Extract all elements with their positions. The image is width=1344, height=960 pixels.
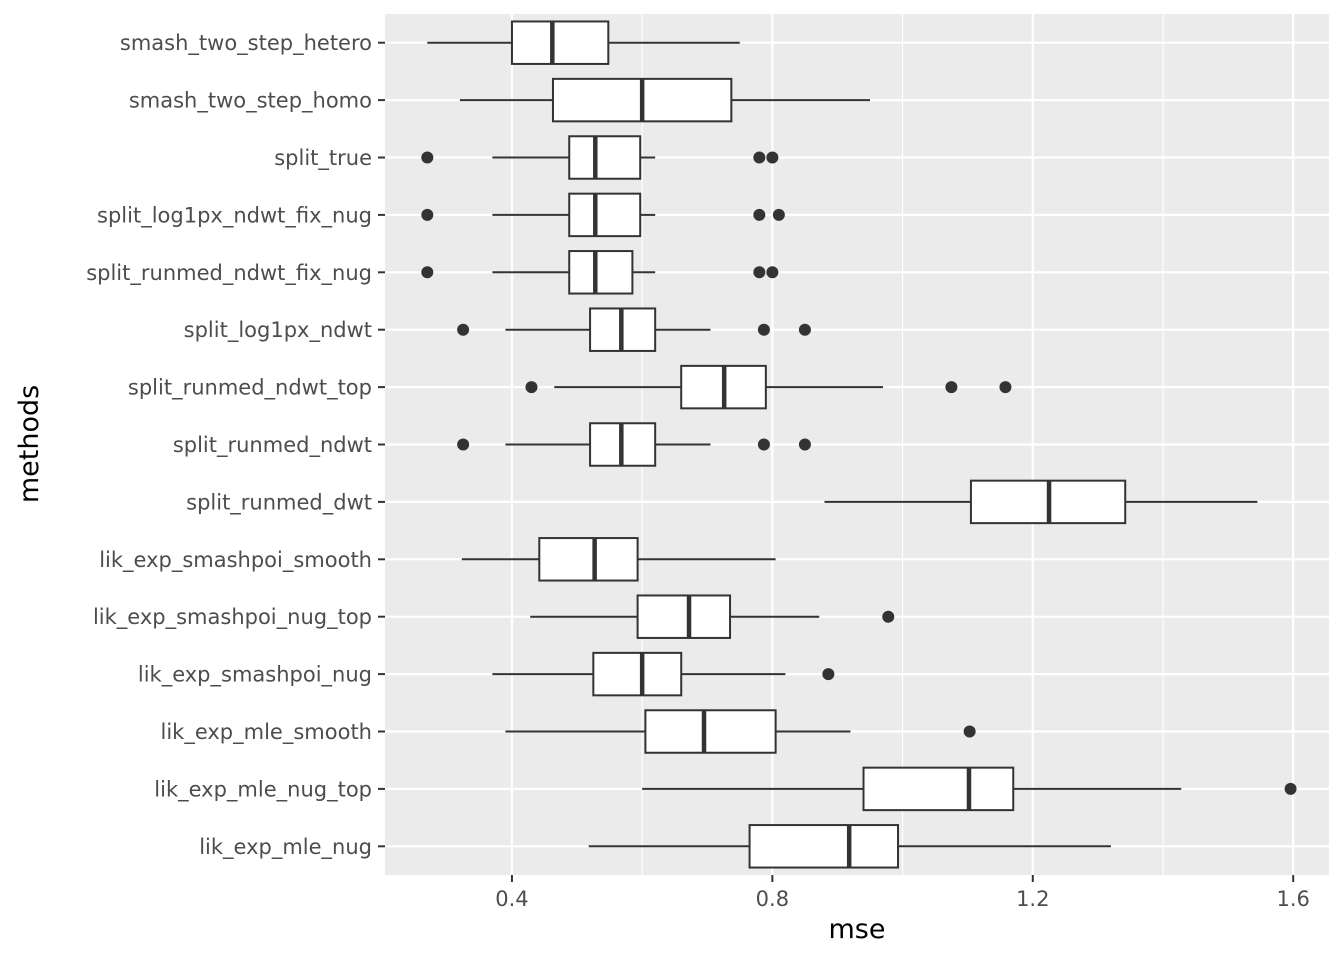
outlier-point: [1284, 782, 1297, 795]
box-iqr: [568, 250, 634, 295]
outlier-point: [766, 151, 779, 164]
x-tick-label: 1.6: [1276, 887, 1309, 911]
outlier-point: [753, 208, 766, 221]
outlier-point: [882, 610, 895, 623]
box-split_runmed_ndwt_fix_nug: [421, 250, 779, 295]
box-iqr: [592, 651, 683, 697]
outlier-point: [963, 725, 976, 738]
outlier-point: [421, 208, 434, 221]
box-smash_two_step_homo: [459, 77, 871, 123]
y-tick-label: lik_exp_smashpoi_smooth: [99, 548, 372, 573]
y-tick-label: lik_exp_mle_smooth: [161, 720, 373, 745]
y-tick-label: split_log1px_ndwt: [184, 318, 372, 343]
y-tick-label: smash_two_step_hetero: [120, 31, 372, 56]
box-iqr: [862, 766, 1015, 812]
box-smash_two_step_hetero: [427, 20, 740, 65]
y-tick-label: split_runmed_ndwt_fix_nug: [86, 261, 372, 286]
box-split_runmed_ndwt_top: [525, 364, 1012, 410]
box-split_true: [421, 135, 779, 180]
y-axis: smash_two_step_hetero smash_two_step_homo…: [86, 31, 385, 860]
y-tick-label: smash_two_step_homo: [129, 89, 372, 114]
box-split_runmed_ndwt: [457, 422, 811, 467]
outlier-point: [753, 266, 766, 279]
outlier-point: [757, 438, 770, 451]
y-tick-label: split_true: [274, 146, 372, 171]
box-split_runmed_dwt: [824, 479, 1258, 525]
x-axis-title: mse: [829, 914, 886, 945]
box-split_log1px_ndwt_fix_nug: [421, 192, 785, 238]
y-tick-label: split_runmed_ndwt_top: [128, 376, 372, 401]
y-axis-title: methods: [14, 385, 45, 503]
outlier-point: [822, 668, 835, 681]
outlier-point: [945, 381, 958, 394]
box-iqr: [636, 594, 732, 639]
y-tick-label: split_runmed_ndwt: [173, 433, 372, 458]
box-iqr: [748, 824, 900, 869]
outlier-point: [757, 323, 770, 336]
box-iqr: [510, 20, 610, 65]
box-lik_exp_smashpoi_nug: [492, 651, 835, 697]
x-axis: 0.4 0.8 1.2 1.6: [495, 875, 1310, 911]
outlier-point: [766, 266, 779, 279]
box-iqr: [644, 709, 777, 754]
outlier-point: [457, 438, 470, 451]
box-lik_exp_smashpoi_smooth: [461, 537, 776, 582]
x-tick-label: 1.2: [1016, 887, 1049, 911]
y-tick-label: lik_exp_smashpoi_nug: [138, 663, 372, 688]
outlier-point: [753, 151, 766, 164]
y-tick-label: split_runmed_dwt: [186, 490, 372, 515]
outlier-point: [798, 438, 811, 451]
outlier-point: [999, 381, 1012, 394]
outlier-point: [457, 323, 470, 336]
y-tick-label: lik_exp_mle_nug: [199, 835, 372, 860]
y-tick-label: lik_exp_smashpoi_nug_top: [93, 605, 372, 630]
box-lik_exp_mle_smooth: [505, 709, 976, 754]
y-tick-label: lik_exp_mle_nug_top: [154, 777, 372, 802]
outlier-point: [421, 266, 434, 279]
y-tick-label: split_log1px_ndwt_fix_nug: [97, 203, 372, 228]
box-lik_exp_mle_nug: [588, 824, 1111, 869]
box-iqr: [538, 537, 639, 582]
box-iqr: [568, 135, 642, 180]
box-lik_exp_mle_nug_top: [642, 766, 1297, 812]
box-split_log1px_ndwt: [457, 307, 811, 352]
box-lik_exp_smashpoi_nug_top: [530, 594, 895, 639]
x-tick-label: 0.4: [495, 887, 528, 911]
outlier-point: [772, 208, 785, 221]
outlier-point: [421, 151, 434, 164]
outlier-point: [525, 381, 538, 394]
box-iqr: [568, 192, 642, 238]
x-tick-label: 0.8: [756, 887, 789, 911]
outlier-point: [798, 323, 811, 336]
boxes-layer: [421, 20, 1297, 869]
